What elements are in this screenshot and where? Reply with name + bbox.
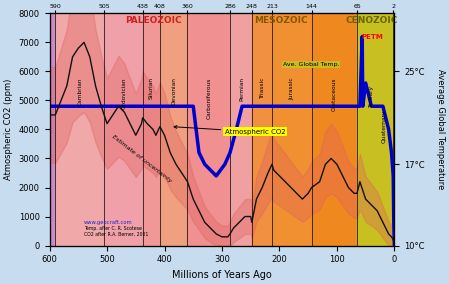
- Bar: [188, 13, 230, 246]
- Text: Quaternary: Quaternary: [382, 109, 387, 143]
- Text: PETM: PETM: [361, 34, 383, 40]
- Bar: [55, 13, 104, 246]
- Text: Temp. after C. R. Scotese: Temp. after C. R. Scotese: [84, 226, 142, 231]
- Text: Jurassic: Jurassic: [290, 77, 295, 100]
- Y-axis label: Average Global Temperature: Average Global Temperature: [436, 69, 445, 190]
- Text: CENOZOIC: CENOZOIC: [345, 16, 397, 26]
- Text: Cretaceous: Cretaceous: [332, 77, 337, 111]
- Text: MESOZOIC: MESOZOIC: [254, 16, 308, 26]
- Text: Carboniferous: Carboniferous: [207, 77, 212, 118]
- Text: www.geocraft.com: www.geocraft.com: [84, 220, 133, 225]
- Text: CO2 after R.A. Berner, 2001: CO2 after R.A. Berner, 2001: [84, 232, 149, 237]
- Bar: [49, 13, 55, 246]
- Bar: [230, 13, 252, 246]
- Text: Triassic: Triassic: [260, 77, 265, 99]
- Bar: [160, 13, 188, 246]
- Text: Ave. Global Temp.: Ave. Global Temp.: [283, 62, 339, 66]
- Bar: [312, 13, 357, 246]
- Text: Estimate of uncertainty: Estimate of uncertainty: [111, 134, 172, 183]
- Text: Permian: Permian: [239, 77, 244, 101]
- Text: PALEOZOIC: PALEOZOIC: [125, 16, 181, 26]
- Bar: [252, 13, 272, 246]
- Bar: [272, 13, 312, 246]
- Text: Ordovician: Ordovician: [122, 77, 127, 109]
- Text: Devonian: Devonian: [171, 77, 176, 105]
- Bar: [357, 13, 394, 246]
- Text: Silurian: Silurian: [149, 77, 154, 99]
- Text: Cambrian: Cambrian: [78, 77, 83, 106]
- Bar: [104, 13, 143, 246]
- Text: Atmospheric CO2: Atmospheric CO2: [174, 126, 286, 135]
- Y-axis label: Atmospheric CO2 (ppm): Atmospheric CO2 (ppm): [4, 79, 13, 180]
- Bar: [143, 13, 160, 246]
- X-axis label: Millions of Years Ago: Millions of Years Ago: [172, 270, 272, 280]
- Text: Tertiary: Tertiary: [369, 86, 374, 108]
